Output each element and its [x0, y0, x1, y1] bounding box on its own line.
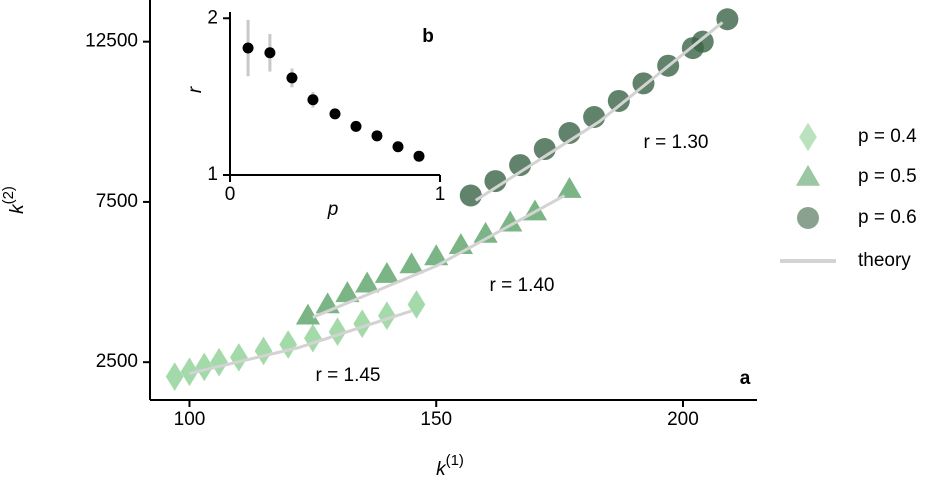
axis-label: p — [327, 199, 339, 220]
triangle-marker — [795, 164, 821, 186]
legend-label: p = 0.6 — [858, 207, 917, 228]
diamond-marker — [195, 352, 214, 382]
triangle-marker — [399, 252, 424, 274]
diamond-marker — [279, 330, 297, 359]
axis-label-base: k — [436, 459, 447, 480]
triangle-marker — [473, 221, 498, 243]
diamond-marker — [328, 317, 347, 347]
y-tick-label: 7500 — [96, 191, 138, 212]
theory-line — [189, 21, 724, 375]
axis-label-sup: (1) — [446, 452, 464, 469]
point — [307, 94, 319, 106]
axis-label-base: p — [327, 199, 339, 220]
legend-label: p = 0.4 — [858, 126, 917, 147]
x-tick-label: 150 — [420, 409, 452, 430]
circle-marker — [607, 89, 630, 112]
triangle-marker — [295, 303, 321, 325]
diamond-marker — [799, 122, 817, 152]
axis-label: k(1) — [436, 452, 464, 480]
panel-label: a — [740, 368, 751, 389]
y-tick-label: 12500 — [85, 31, 138, 52]
triangle-marker — [557, 177, 582, 198]
triangle-marker — [335, 281, 360, 303]
diamond-marker — [378, 301, 396, 331]
annotation: r = 1.45 — [316, 365, 381, 386]
x-tick-label: 200 — [667, 409, 699, 430]
point — [264, 47, 276, 59]
point — [413, 150, 425, 162]
x-tick-label: 0 — [225, 184, 236, 205]
axis-label-sup: (2) — [0, 186, 17, 204]
annotation: r = 1.40 — [490, 275, 555, 296]
circle-marker — [459, 184, 482, 207]
annotation: r = 1.30 — [644, 132, 709, 153]
triangle-marker — [424, 244, 449, 266]
x-tick-label: 100 — [174, 409, 206, 430]
diamond-marker — [230, 343, 248, 372]
point — [286, 72, 298, 84]
diamond-marker — [165, 362, 184, 391]
point — [242, 42, 254, 54]
triangle-marker — [498, 210, 523, 232]
diamond-marker — [180, 357, 199, 387]
circle-marker — [716, 8, 739, 31]
diamond-marker — [254, 336, 273, 366]
diamond-marker — [304, 323, 322, 353]
legend-label: p = 0.5 — [858, 166, 917, 187]
circle-marker — [691, 30, 714, 53]
triangle-marker — [355, 271, 380, 293]
axis-label: k(2) — [0, 186, 28, 214]
diamond-marker — [407, 290, 426, 319]
point — [392, 141, 404, 153]
x-tick-label: 1 — [435, 184, 446, 205]
circle-marker — [797, 207, 819, 229]
y-tick-label: 1 — [207, 164, 218, 185]
circle-marker — [509, 154, 532, 177]
axis-label-base: r — [185, 86, 206, 93]
y-tick-label: 2 — [207, 7, 218, 28]
panel-label: b — [422, 26, 434, 47]
diamond-marker — [210, 347, 228, 377]
point — [350, 120, 362, 132]
triangle-marker — [374, 261, 399, 283]
point — [329, 108, 341, 120]
axis-label: r — [185, 86, 206, 93]
diamond-marker — [353, 309, 372, 339]
legend-label: theory — [858, 250, 911, 271]
axis-label-base: k — [7, 203, 28, 214]
circle-marker — [484, 170, 507, 193]
y-tick-label: 2500 — [96, 351, 138, 372]
point — [371, 130, 383, 142]
